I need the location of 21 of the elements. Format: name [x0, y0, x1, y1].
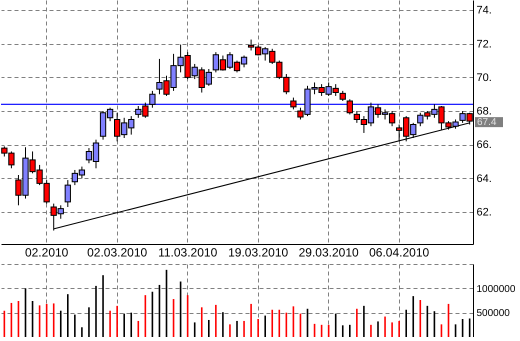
candlestick — [346, 98, 353, 115]
x-tick-label: 11.03.2010 — [158, 246, 218, 260]
text: 67.4 — [477, 117, 497, 128]
y-tick-label: 64. — [476, 172, 492, 185]
y-tick-label: 62. — [476, 206, 492, 219]
x-tick-label: 06.04.2010 — [369, 246, 430, 260]
x-tick-label: 02.2010 — [24, 246, 69, 260]
y-tick-label: 500000 — [476, 308, 510, 320]
y-tick-label: 72. — [476, 38, 492, 50]
x-tick-label: 02.03.2010 — [87, 246, 148, 260]
x-tick-label: 19.03.2010 — [228, 246, 289, 260]
y-tick-label: 74. — [476, 4, 492, 17]
candlestick — [340, 90, 346, 102]
y-tick-label: 66. — [476, 139, 492, 152]
candlestick — [290, 97, 297, 110]
candlestick — [149, 90, 156, 108]
y-tick-label: 70. — [476, 72, 492, 84]
y-tick-label: 1000000 — [476, 284, 516, 295]
candlestick — [64, 180, 71, 208]
x-tick-label: 29.03.2010 — [298, 246, 360, 260]
y-tick-label: 68. — [476, 106, 492, 118]
